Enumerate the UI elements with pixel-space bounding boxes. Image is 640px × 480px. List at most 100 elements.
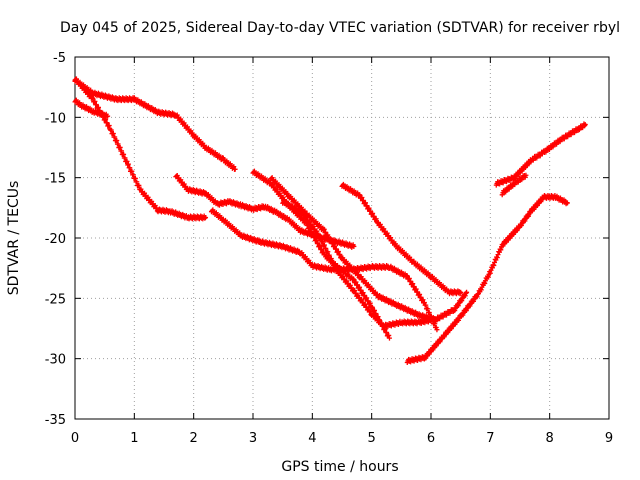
data-point bbox=[129, 168, 135, 174]
data-point bbox=[367, 308, 373, 314]
data-points bbox=[72, 76, 588, 366]
data-point bbox=[459, 298, 465, 304]
data-point bbox=[121, 151, 127, 157]
data-point bbox=[410, 281, 416, 287]
data-point bbox=[355, 271, 361, 277]
data-point bbox=[132, 175, 138, 181]
data-point bbox=[323, 229, 329, 235]
data-point bbox=[110, 131, 116, 137]
data-point bbox=[478, 287, 484, 293]
x-tick-label: 1 bbox=[130, 431, 138, 446]
data-point bbox=[106, 123, 112, 129]
data-point bbox=[314, 237, 320, 243]
data-point bbox=[300, 210, 306, 216]
x-tick-label: 6 bbox=[427, 431, 435, 446]
y-tick-label: -15 bbox=[45, 172, 66, 187]
data-point bbox=[467, 303, 473, 309]
x-tick-label: 2 bbox=[190, 431, 198, 446]
data-point bbox=[312, 234, 318, 240]
data-point bbox=[317, 243, 323, 249]
series-trace-12 bbox=[499, 172, 529, 198]
data-point bbox=[525, 213, 531, 219]
y-axis-label: SDTVAR / TECUs bbox=[6, 181, 22, 296]
data-point bbox=[413, 286, 419, 292]
data-point bbox=[386, 332, 392, 338]
data-point bbox=[367, 300, 373, 306]
data-point bbox=[475, 291, 481, 297]
x-tick-label: 3 bbox=[249, 431, 257, 446]
data-point bbox=[359, 297, 365, 303]
data-point bbox=[357, 284, 363, 290]
data-point bbox=[203, 214, 209, 220]
data-point bbox=[425, 306, 431, 312]
data-point bbox=[303, 214, 309, 220]
data-point bbox=[119, 148, 125, 154]
data-point bbox=[326, 235, 332, 241]
y-tick-label: -5 bbox=[53, 51, 66, 66]
data-point bbox=[95, 104, 101, 110]
data-point bbox=[359, 195, 365, 201]
data-point bbox=[474, 294, 480, 300]
data-point bbox=[97, 108, 103, 114]
data-point bbox=[427, 272, 433, 278]
data-point bbox=[232, 166, 238, 172]
data-point bbox=[122, 155, 128, 161]
y-tick-label: -20 bbox=[45, 232, 66, 247]
series-trace-3 bbox=[72, 76, 209, 222]
data-point bbox=[353, 279, 359, 285]
data-point bbox=[417, 291, 423, 297]
chart-title: Day 045 of 2025, Sidereal Day-to-day VTE… bbox=[60, 20, 620, 36]
axis-ticks: 0 1 2 3 4 5 6 7 8 9 -5 -10 -15 -20 -25 -30 -35 bbox=[45, 51, 613, 446]
data-point bbox=[103, 117, 109, 123]
data-point bbox=[125, 161, 131, 167]
data-point bbox=[460, 312, 466, 318]
data-point bbox=[310, 224, 316, 230]
data-point bbox=[114, 137, 120, 143]
data-point bbox=[115, 141, 121, 147]
data-point bbox=[527, 210, 533, 216]
y-tick-label: -30 bbox=[45, 353, 66, 368]
data-point bbox=[100, 114, 106, 120]
data-point bbox=[362, 301, 368, 307]
data-point bbox=[452, 308, 458, 314]
data-point bbox=[482, 280, 488, 286]
data-point bbox=[432, 321, 438, 327]
data-point bbox=[364, 295, 370, 301]
x-tick-label: 5 bbox=[368, 431, 376, 446]
data-point bbox=[125, 162, 131, 168]
data-point bbox=[335, 249, 341, 255]
data-point bbox=[318, 246, 324, 252]
data-point bbox=[124, 158, 130, 164]
data-point bbox=[134, 179, 140, 185]
data-point bbox=[117, 144, 123, 150]
data-point bbox=[307, 219, 313, 225]
data-point bbox=[372, 307, 378, 313]
data-point bbox=[321, 226, 327, 232]
data-point bbox=[325, 249, 331, 255]
data-point bbox=[384, 329, 390, 335]
data-point bbox=[360, 290, 366, 296]
data-point bbox=[89, 95, 95, 101]
data-point bbox=[90, 96, 96, 102]
data-point bbox=[330, 259, 336, 265]
data-point bbox=[319, 239, 325, 245]
data-point bbox=[318, 235, 324, 241]
data-point bbox=[455, 303, 461, 309]
data-point bbox=[99, 110, 105, 116]
y-tick-label: -35 bbox=[45, 413, 66, 428]
data-point bbox=[362, 200, 368, 206]
data-point bbox=[333, 246, 339, 252]
data-point bbox=[202, 215, 208, 221]
data-point bbox=[464, 289, 470, 295]
data-point bbox=[315, 240, 321, 246]
series-trace-1 bbox=[72, 77, 238, 172]
data-point bbox=[366, 205, 372, 211]
data-point bbox=[351, 243, 357, 249]
x-tick-label: 7 bbox=[486, 431, 494, 446]
series-trace-7 bbox=[268, 175, 440, 324]
data-point bbox=[93, 102, 99, 108]
y-tick-label: -25 bbox=[45, 292, 66, 307]
data-point bbox=[421, 300, 427, 306]
data-point bbox=[470, 298, 476, 304]
data-point bbox=[332, 262, 338, 268]
